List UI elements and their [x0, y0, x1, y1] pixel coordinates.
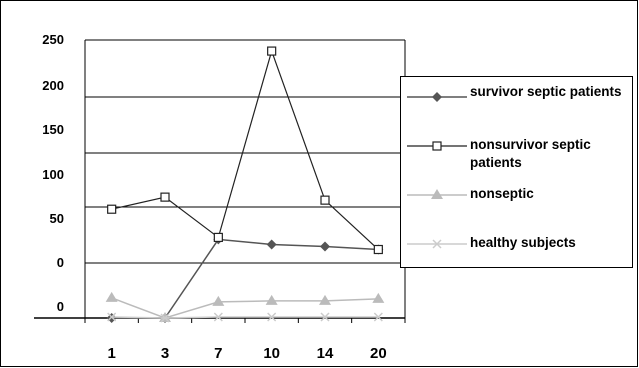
y-tick-label: 100 [42, 167, 64, 182]
series-3 [107, 312, 383, 323]
data-point [213, 312, 223, 322]
series-1 [107, 46, 383, 255]
legend-swatch-square-icon [407, 141, 467, 151]
y-tick-label: 0 [57, 299, 64, 314]
data-point [160, 192, 170, 202]
x-tick-label: 3 [161, 345, 169, 362]
x-tick-label: 7 [214, 345, 222, 362]
legend-label-survivor: survivor septic patients [470, 84, 622, 99]
data-point [213, 232, 223, 243]
legend-label-healthy: healthy subjects [470, 235, 576, 250]
legend-label-nonseptic: nonseptic [470, 186, 534, 201]
series-line [111, 49, 379, 250]
y-tick-label: 0 [57, 255, 64, 270]
y-tick-label: 250 [42, 32, 64, 47]
data-point [320, 312, 330, 322]
data-point [267, 46, 277, 56]
x-tick-labels: 1 3 7 10 14 20 [107, 345, 386, 362]
data-point [320, 241, 330, 252]
y-tick-label: 200 [42, 78, 64, 93]
data-point [373, 244, 383, 255]
axes [34, 40, 406, 323]
series-2 [105, 291, 385, 322]
data-point [265, 294, 278, 305]
x-tick-label: 14 [317, 345, 334, 362]
series-layer [105, 46, 385, 323]
data-point [373, 312, 383, 322]
data-point [107, 312, 117, 322]
x-tick-label: 20 [370, 345, 387, 362]
series-line [111, 316, 379, 319]
data-point [105, 291, 118, 302]
series-0 [106, 234, 384, 323]
series-line [111, 297, 379, 319]
x-tick-label: 1 [107, 345, 115, 362]
x-tick-label: 10 [263, 345, 280, 362]
data-point [372, 292, 385, 303]
data-point [107, 204, 117, 214]
data-point [319, 294, 331, 305]
gridlines [85, 39, 405, 264]
data-point [266, 239, 277, 250]
data-point [267, 312, 277, 322]
legend: survivor septic patients nonsurvivor sep… [400, 76, 633, 268]
legend-swatch-triangle-icon [407, 189, 467, 199]
legend-swatch-diamond-icon [407, 92, 467, 102]
data-point [212, 295, 225, 306]
legend-swatch-x-icon [407, 239, 467, 249]
series-line [111, 238, 379, 319]
data-point [160, 313, 170, 323]
y-tick-labels: 250 200 150 100 50 0 0 [42, 32, 64, 314]
legend-label-nonsurvivor: nonsurvivor septic patients [470, 137, 591, 170]
y-tick-label: 50 [50, 211, 64, 226]
y-tick-label: 150 [42, 122, 64, 137]
data-point [320, 195, 330, 205]
